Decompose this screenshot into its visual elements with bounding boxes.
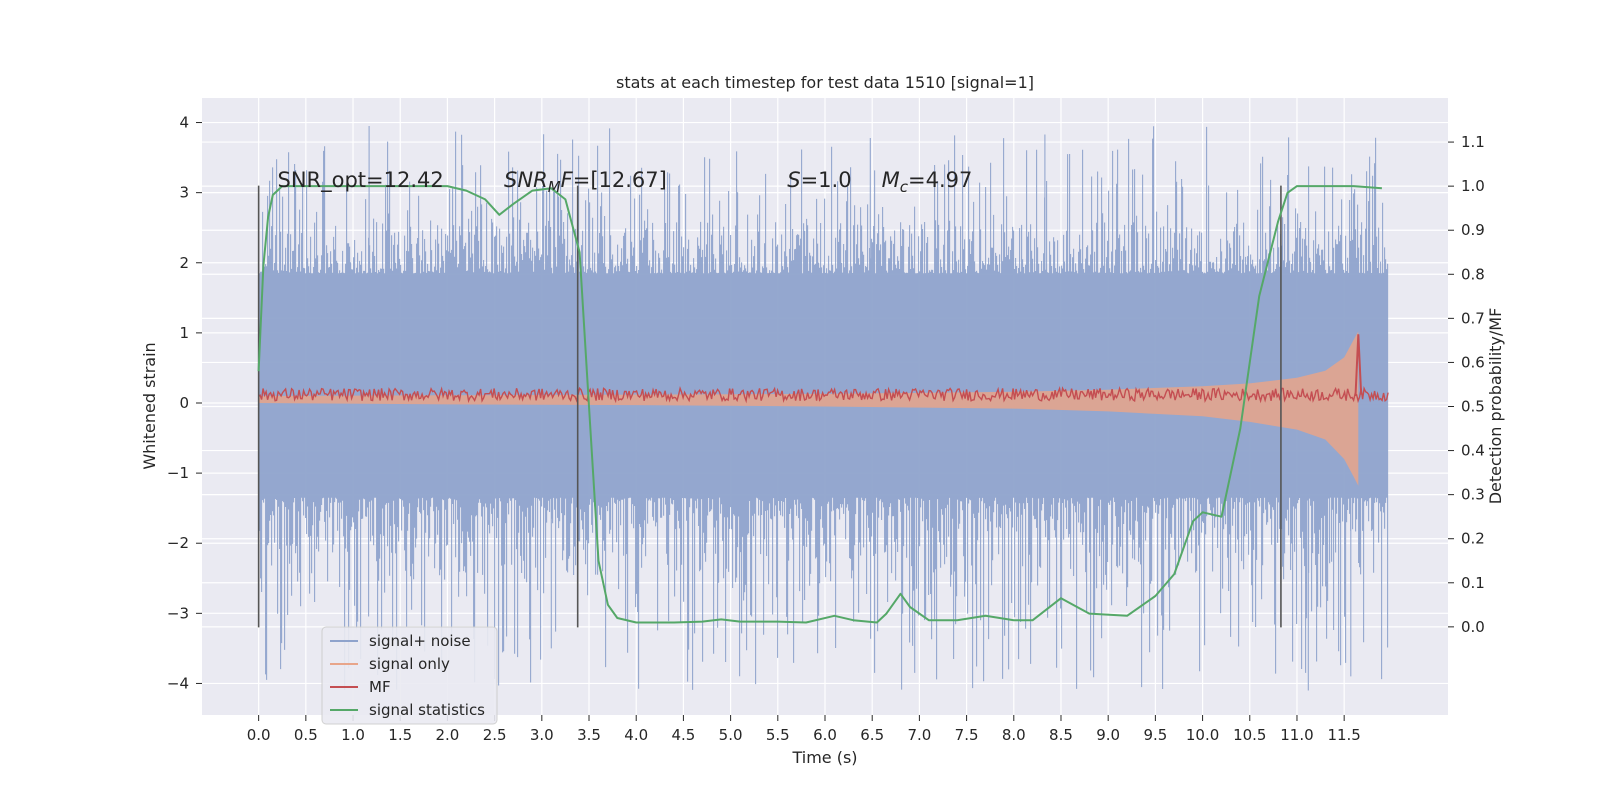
y2-tick-label: 0.4 (1461, 442, 1485, 460)
x-tick-label: 2.0 (435, 726, 459, 744)
y2-tick-label: 0.5 (1461, 398, 1485, 416)
y2-tick-label: 0.9 (1461, 221, 1485, 239)
legend: signal+ noise signal only MF signal statist… (321, 626, 498, 725)
y2-axis-label: Detection probability/MF (1486, 308, 1505, 505)
signal-statistics-line (257, 185, 1382, 624)
y-tick-label: 3 (179, 184, 189, 202)
legend-label: signal+ noise (369, 632, 471, 650)
x-tick-label: 11.0 (1280, 726, 1313, 744)
legend-box (321, 626, 498, 725)
x-tick-label: 5.5 (766, 726, 790, 744)
x-tick-label: 9.0 (1096, 726, 1120, 744)
x-tick-label: 10.5 (1233, 726, 1266, 744)
x-tick-label: 5.0 (719, 726, 743, 744)
legend-label: signal statistics (369, 701, 485, 719)
x-tick-label: 3.0 (530, 726, 554, 744)
x-axis-ticks: 0.0 0.5 1.0 1.5 2.0 2.5 3.0 3.5 4.0 4.5 5.0 5.5 6.0 6… (247, 715, 1361, 744)
x-tick-label: 6.0 (813, 726, 837, 744)
annotation-text: Mc=4.97 (882, 168, 973, 196)
y2-tick-label: 0.3 (1461, 486, 1485, 504)
mf-spike (1354, 334, 1363, 397)
y-tick-label: 2 (179, 254, 189, 272)
y2-tick-label: 1.0 (1461, 177, 1485, 195)
x-tick-label: 8.5 (1049, 726, 1073, 744)
y-axis-label: Whitened strain (140, 342, 159, 469)
legend-label: MF (369, 678, 391, 696)
x-tick-label: 0.5 (294, 726, 318, 744)
y-tick-label: −1 (167, 464, 189, 482)
x-tick-label: 1.5 (388, 726, 412, 744)
annotations: SNR_opt=12.42 SNRMF=[12.67] S=1.0 Mc=4.97 (278, 168, 973, 196)
x-axis-label: Time (s) (791, 748, 857, 767)
y-tick-label: 1 (179, 324, 189, 342)
y2-tick-label: 0.6 (1461, 353, 1485, 371)
x-tick-label: 1.0 (341, 726, 365, 744)
vertical-markers (257, 185, 1282, 628)
x-tick-label: 3.5 (577, 726, 601, 744)
x-tick-label: 11.5 (1327, 726, 1360, 744)
x-tick-label: 4.0 (624, 726, 648, 744)
x-tick-label: 7.0 (907, 726, 931, 744)
annotation-text: SNR_opt=12.42 (278, 168, 444, 193)
x-tick-label: 8.0 (1002, 726, 1026, 744)
y-tick-label: −2 (167, 534, 189, 552)
mf-trace (258, 385, 1389, 404)
annotation-text: SNRMF=[12.67] (504, 168, 667, 196)
y2-axis-ticks: 0.0 0.1 0.2 0.3 0.4 0.5 0.6 0.7 0.8 0.9 1.0 1.1 (1448, 133, 1485, 636)
y2-tick-label: 0.8 (1461, 265, 1485, 283)
y-tick-label: −4 (167, 674, 189, 692)
legend-label: signal only (369, 655, 450, 673)
series-mf (258, 334, 1389, 404)
y2-tick-label: 0.1 (1461, 574, 1485, 592)
y-tick-label: −3 (167, 604, 189, 622)
x-tick-label: 6.5 (860, 726, 884, 744)
x-tick-label: 4.5 (671, 726, 695, 744)
series-signal-only (258, 331, 1359, 486)
signal-only-envelope (258, 331, 1359, 486)
y2-tick-label: 1.1 (1461, 133, 1485, 151)
y-tick-label: 4 (179, 114, 189, 132)
series-signal-statistics (257, 185, 1382, 624)
x-tick-label: 0.0 (247, 726, 271, 744)
y2-tick-label: 0.2 (1461, 530, 1485, 548)
y2-tick-label: 0.0 (1461, 618, 1485, 636)
x-tick-label: 7.5 (955, 726, 979, 744)
y-tick-label: 0 (179, 394, 189, 412)
y2-tick-label: 0.7 (1461, 309, 1485, 327)
x-tick-label: 10.0 (1186, 726, 1219, 744)
x-tick-label: 9.5 (1143, 726, 1167, 744)
x-tick-label: 2.5 (483, 726, 507, 744)
y-axis-ticks: −4 −3 −2 −1 0 1 2 3 4 (167, 114, 202, 692)
annotation-text: S=1.0 (787, 168, 851, 192)
chart-title: stats at each timestep for test data 151… (616, 73, 1034, 92)
